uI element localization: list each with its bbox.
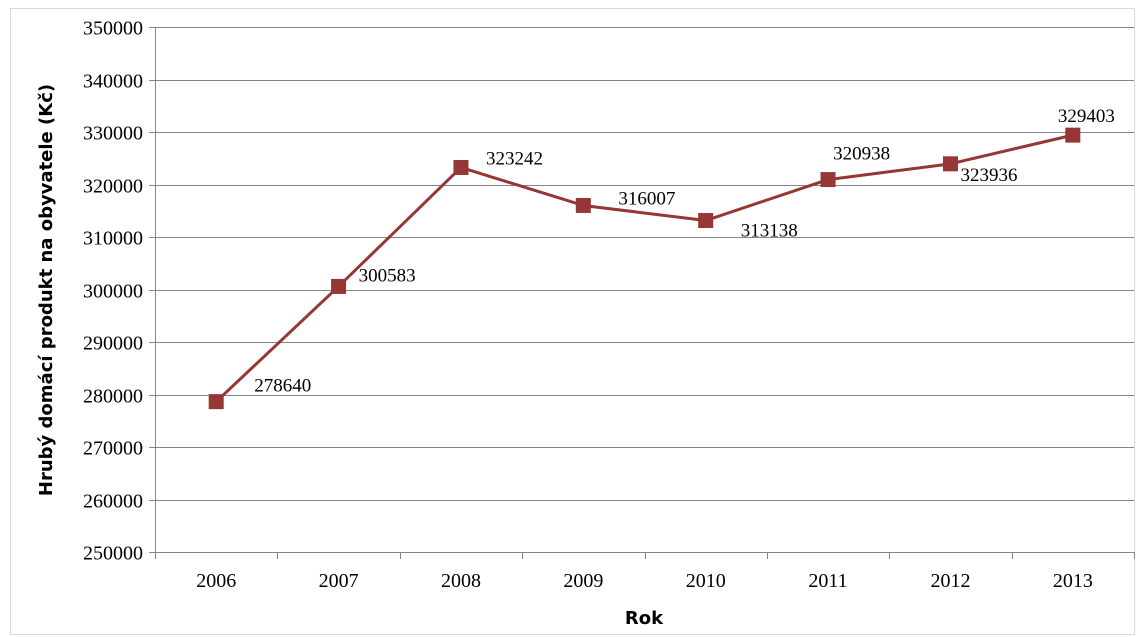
data-label: 313138 [741,221,798,242]
gridlines [155,27,1134,501]
data-point-marker [453,159,469,175]
y-tick-label: 290000 [83,333,143,355]
data-labels: 278640 300583 323242 316007 313138 320938 3239… [254,106,1115,397]
chart-outer-border [10,8,1135,635]
data-point-marker [575,197,591,213]
data-point-marker [820,172,836,188]
y-tick-label: 250000 [83,543,143,565]
data-label: 323936 [960,165,1017,186]
data-point-marker [942,156,958,172]
data-label: 278640 [254,376,311,397]
y-tick-label: 270000 [83,438,143,460]
y-axis-title: Hrubý domácí produkt na obyvatele (Kč) [36,84,57,496]
x-tick-label: 2012 [930,570,970,592]
x-axis-title: Rok [625,608,664,629]
y-tick-label: 310000 [83,228,143,250]
y-tick-label: 350000 [83,18,143,40]
y-tick-label: 330000 [83,123,143,145]
data-point-marker [1065,127,1081,143]
data-label: 316007 [618,188,675,209]
y-tick-labels: 250000 260000 270000 280000 290000 300000 3100… [83,18,143,565]
data-label: 300583 [359,265,416,286]
x-tick-label: 2013 [1053,570,1093,592]
data-point-marker [208,394,224,410]
y-tick-label: 320000 [83,176,143,198]
data-label: 323242 [486,148,543,169]
data-point-marker [698,213,714,229]
y-tick-label: 300000 [83,281,143,303]
data-label: 329403 [1058,106,1115,127]
y-tick-label: 280000 [83,386,143,408]
x-tick-label: 2011 [808,570,847,592]
x-tick-label: 2006 [196,570,236,592]
x-tick-label: 2008 [441,570,481,592]
x-tick-labels: 2006 2007 2008 2009 2010 2011 2012 2013 [196,570,1093,592]
data-point-marker [331,278,347,294]
x-tick-label: 2007 [319,570,359,592]
y-tick-label: 340000 [83,71,143,93]
series-gdp [208,127,1081,410]
y-tick-label: 260000 [83,491,143,513]
data-label: 320938 [833,144,890,165]
x-tick-label: 2009 [563,570,603,592]
axes [149,27,1135,559]
series-line [215,133,1074,403]
x-tick-label: 2010 [686,570,726,592]
